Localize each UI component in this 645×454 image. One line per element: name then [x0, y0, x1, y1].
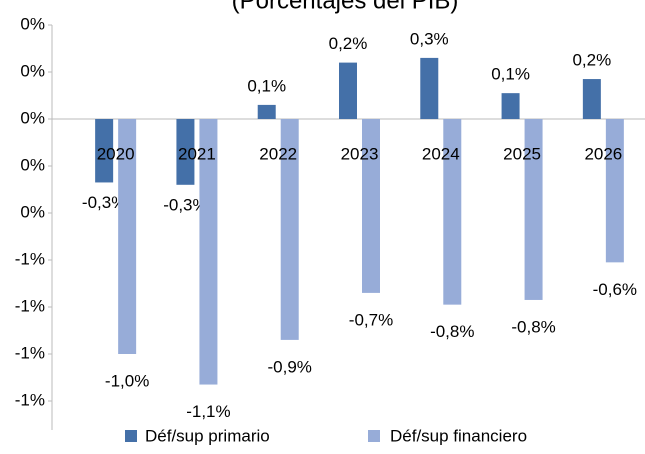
x-tick-label: 2026	[584, 144, 622, 163]
value-label: -0,9%	[268, 357, 312, 376]
x-tick-label: 2023	[341, 144, 379, 163]
x-tick-label: 2022	[259, 144, 297, 163]
x-tick-label: 2021	[178, 144, 216, 163]
bar	[95, 119, 114, 183]
value-label: 0,2%	[572, 51, 611, 70]
value-label: 0,3%	[410, 29, 449, 48]
y-tick-label: -1%	[15, 390, 45, 409]
value-label: -1,1%	[186, 402, 230, 421]
bar	[582, 79, 601, 119]
value-label: -1,0%	[105, 371, 149, 390]
value-label: -0,6%	[593, 280, 637, 299]
y-tick-label: -1%	[15, 296, 45, 315]
y-tick-label: 0%	[20, 155, 45, 174]
bar	[176, 119, 195, 185]
bar	[443, 119, 462, 305]
bar	[605, 119, 624, 263]
y-tick-label: 0%	[20, 202, 45, 221]
y-tick-label: -1%	[15, 249, 45, 268]
value-label: 0,2%	[329, 34, 368, 53]
legend-swatch	[368, 430, 380, 442]
bar	[362, 119, 380, 293]
bar	[280, 119, 299, 340]
x-tick-label: 2024	[422, 144, 460, 163]
legend-label: Déf/sup financiero	[390, 426, 527, 445]
y-tick-label: 0%	[20, 61, 45, 80]
bar	[524, 119, 543, 300]
bar	[199, 119, 218, 385]
chart-subtitle: (Porcentajes del PIB)	[232, 0, 459, 14]
x-tick-label: 2020	[97, 144, 135, 163]
x-tick-label: 2025	[503, 144, 541, 163]
bar	[339, 62, 357, 119]
legend-label: Déf/sup primario	[145, 426, 270, 445]
value-label: -0,7%	[349, 310, 393, 329]
bar	[420, 57, 439, 119]
bar	[501, 93, 520, 119]
y-tick-label: 0%	[20, 14, 45, 33]
value-label: -0,8%	[511, 317, 555, 336]
value-label: -0,3%	[163, 195, 207, 214]
bar	[257, 104, 276, 119]
legend-swatch	[125, 430, 137, 442]
value-label: 0,1%	[247, 76, 286, 95]
y-tick-label: 0%	[20, 108, 45, 127]
y-tick-label: -1%	[15, 343, 45, 362]
bar	[118, 119, 137, 354]
value-label: 0,1%	[491, 65, 530, 84]
value-label: -0,3%	[82, 193, 126, 212]
value-label: -0,8%	[430, 322, 474, 341]
